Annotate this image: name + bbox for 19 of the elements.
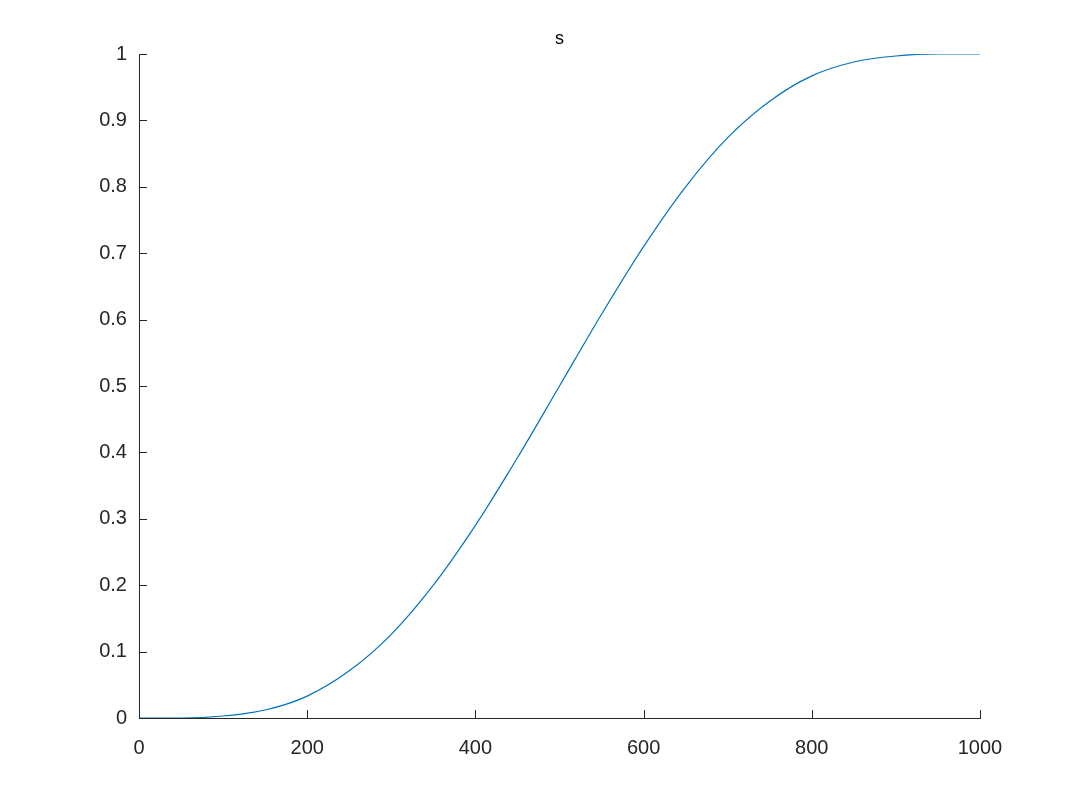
y-tick-label: 0.3	[99, 506, 127, 529]
y-tick-label: 0.6	[99, 307, 127, 330]
y-tick-label: 0.1	[99, 639, 127, 662]
x-tick-label: 1000	[957, 735, 1003, 758]
y-tick-label: 0	[115, 705, 127, 728]
y-tick-label: 0.5	[99, 373, 127, 396]
y-tick-label: 0.2	[99, 572, 127, 595]
chart-title: s	[555, 28, 564, 48]
x-tick-label: 400	[458, 735, 493, 758]
x-tick-label: 200	[290, 735, 324, 758]
x-tick-label: 800	[795, 735, 829, 758]
x-tick-label: 0	[133, 735, 145, 758]
y-tick-label: 0.7	[99, 240, 127, 263]
line-series	[139, 54, 980, 718]
y-tick-label: 1	[115, 41, 127, 64]
y-tick-label: 0.4	[99, 439, 127, 462]
x-tick-label: 600	[626, 735, 661, 758]
y-tick-label: 0.8	[99, 174, 127, 197]
y-tick-label: 0.9	[99, 107, 127, 130]
